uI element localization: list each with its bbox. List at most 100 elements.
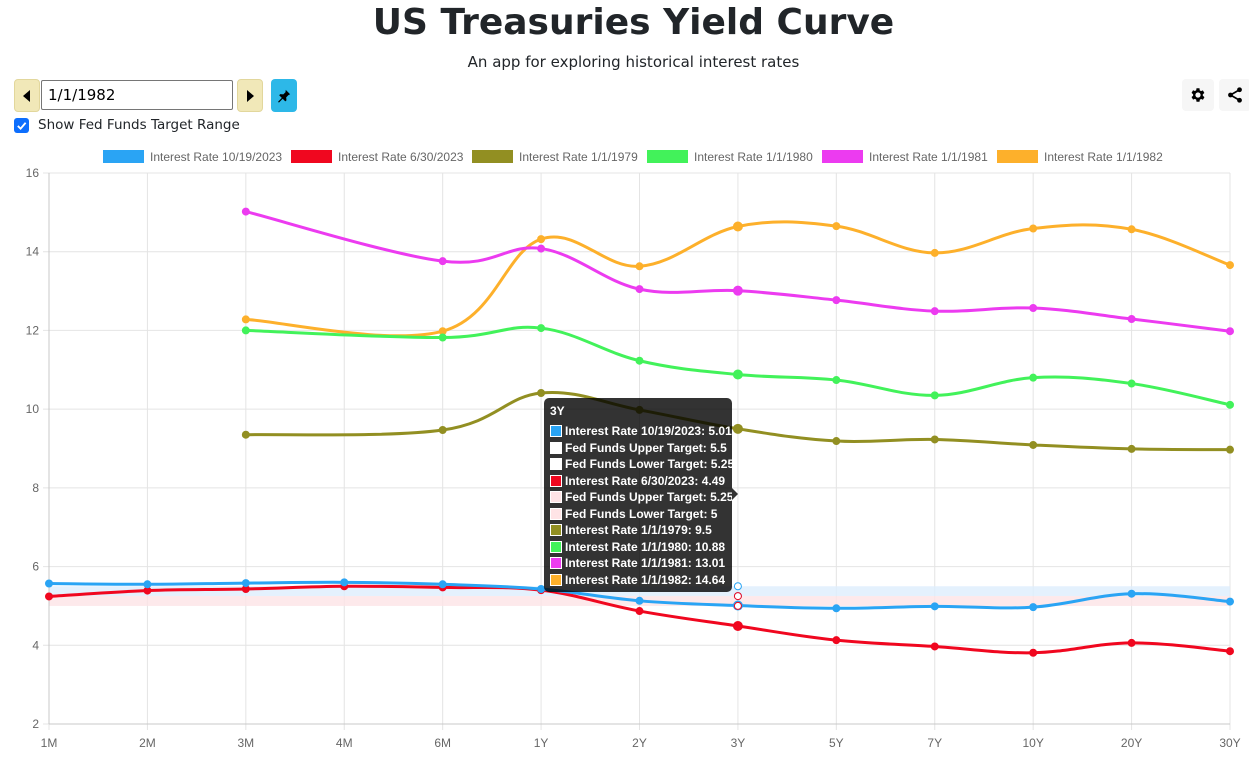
data-point[interactable] [241,207,250,216]
data-point[interactable] [537,244,546,253]
data-point[interactable] [930,435,939,444]
fed-target-point [733,601,742,610]
data-point[interactable] [1226,597,1234,606]
next-date-button[interactable] [237,79,263,112]
tooltip-row: Interest Rate 1/1/1980: 10.88 [550,539,726,556]
data-point[interactable] [1127,638,1136,647]
data-point[interactable] [45,579,53,588]
legend-label[interactable]: Interest Rate 1/1/1982 [1044,150,1163,164]
data-point[interactable] [930,391,939,400]
legend-label[interactable]: Interest Rate 10/19/2023 [150,150,282,164]
data-point[interactable] [930,602,939,611]
data-point[interactable] [635,262,644,271]
data-point[interactable] [438,426,447,435]
data-point[interactable] [1226,327,1234,336]
data-point[interactable] [635,607,644,616]
x-tick-label: 3M [237,736,254,750]
tooltip-swatch [550,474,562,487]
legend-swatch [472,150,513,163]
chart-legend: Interest Rate 10/19/2023 Interest Rate 6/… [103,150,1163,164]
data-point[interactable] [241,326,250,335]
data-point[interactable] [1029,224,1038,233]
date-input[interactable] [41,80,233,110]
data-point[interactable] [45,592,53,601]
fed-target-point [733,582,742,591]
y-tick-label: 14 [26,245,40,259]
data-point[interactable] [537,324,546,333]
data-point[interactable] [832,437,841,446]
x-tick-label: 1Y [534,736,549,750]
tooltip-caret [732,488,738,500]
data-point[interactable] [832,376,841,385]
y-tick-label: 12 [26,323,40,337]
data-point[interactable] [340,578,349,587]
legend-label[interactable]: Interest Rate 6/30/2023 [338,150,464,164]
fed-funds-checkbox[interactable] [14,117,29,133]
data-point[interactable] [1127,589,1136,598]
series-line [245,325,1231,407]
data-point[interactable] [635,285,644,294]
data-point[interactable] [1029,603,1038,612]
share-button[interactable] [1219,79,1249,111]
x-tick-label: 30Y [1219,736,1240,750]
tooltip-text: Interest Rate 10/19/2023: 5.01 [565,424,732,439]
previous-date-button[interactable] [14,79,40,112]
settings-button[interactable] [1182,79,1214,111]
data-point[interactable] [1029,373,1038,382]
data-point[interactable] [438,580,447,589]
y-tick-label: 16 [26,166,40,180]
data-point[interactable] [732,369,743,380]
data-point[interactable] [1127,225,1136,234]
series-line [245,390,1231,452]
pin-icon [278,89,291,103]
legend-swatch [103,150,144,163]
data-point[interactable] [1029,648,1038,657]
data-point[interactable] [1127,379,1136,388]
y-tick-label: 4 [32,638,39,652]
data-point[interactable] [832,222,841,231]
data-point[interactable] [1226,647,1234,656]
data-point[interactable] [635,596,644,605]
legend-swatch [997,150,1038,163]
legend-swatch [291,150,332,163]
data-point[interactable] [1127,444,1136,453]
legend-label[interactable]: Interest Rate 1/1/1981 [869,150,988,164]
data-point[interactable] [241,579,250,588]
data-point[interactable] [438,257,447,266]
tooltip-swatch [550,573,562,586]
data-point[interactable] [832,604,841,613]
data-point[interactable] [930,642,939,651]
data-point[interactable] [438,333,447,342]
data-point[interactable] [832,636,841,645]
fed-funds-toggle[interactable]: Show Fed Funds Target Range [14,117,240,133]
data-point[interactable] [241,430,250,439]
data-point[interactable] [732,621,743,632]
data-point[interactable] [930,307,939,316]
legend-label[interactable]: Interest Rate 1/1/1979 [519,150,638,164]
data-point[interactable] [732,221,743,232]
data-point[interactable] [1226,261,1234,270]
data-point[interactable] [732,285,743,296]
data-point[interactable] [1226,400,1234,409]
data-point[interactable] [635,356,644,365]
legend-label[interactable]: Interest Rate 1/1/1980 [694,150,813,164]
data-point[interactable] [1029,303,1038,312]
tooltip-swatch [550,491,562,504]
tooltip-title: 3Y [550,404,565,418]
x-tick-label: 4M [336,736,353,750]
tooltip-swatch [550,540,562,553]
tooltip-text: Fed Funds Lower Target: 5 [565,506,718,521]
data-point[interactable] [537,389,546,398]
data-point[interactable] [732,423,743,434]
data-point[interactable] [1029,440,1038,449]
data-point[interactable] [143,580,152,589]
chart-axes: 2 4 6 8 10 12 14 16 1M 2M 3M 4M 6M 1Y 2Y 3Y 5Y 7Y 10Y 20Y 30… [26,166,1241,750]
data-point[interactable] [930,248,939,257]
data-point[interactable] [1127,315,1136,324]
data-point[interactable] [832,296,841,305]
data-point[interactable] [537,235,546,244]
data-point[interactable] [241,315,250,324]
data-point[interactable] [1226,445,1234,454]
series-line [245,210,1231,333]
pin-button[interactable] [271,79,297,112]
